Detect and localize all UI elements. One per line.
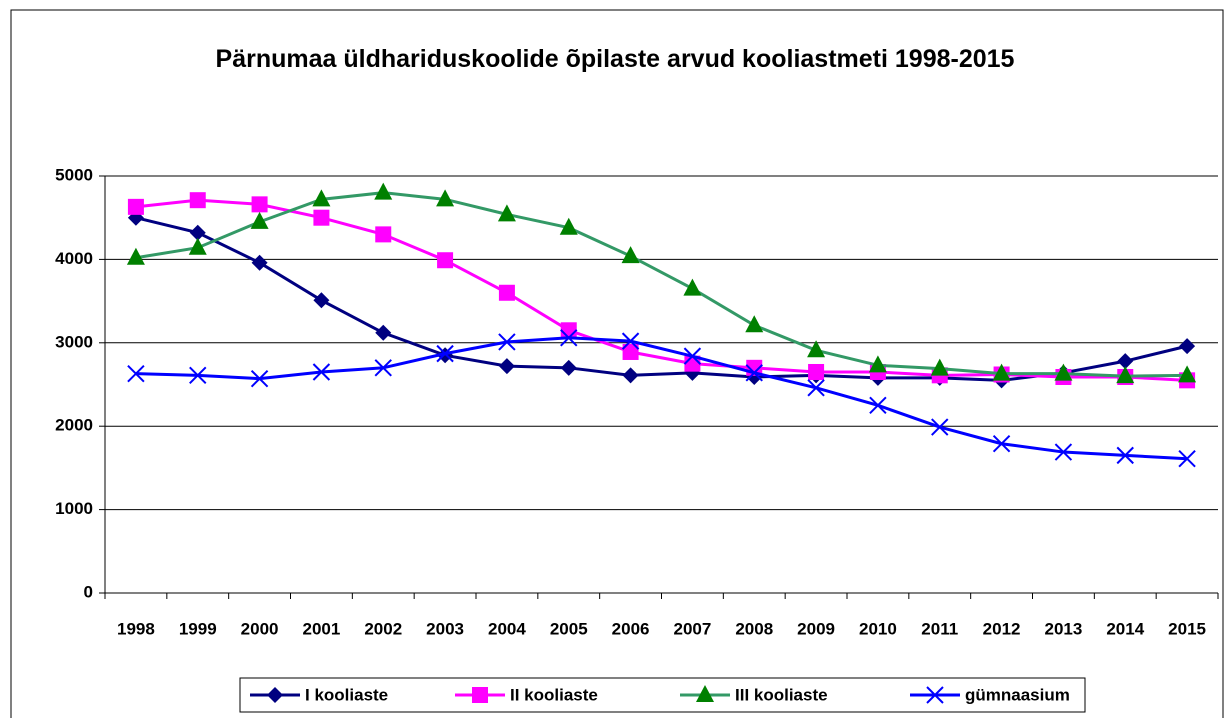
x-tick-label: 2000: [241, 619, 279, 638]
x-tick-label: 2002: [364, 619, 402, 638]
marker: [189, 366, 207, 385]
marker: [472, 687, 488, 703]
marker: [992, 435, 1011, 453]
x-tick-label: 2006: [612, 619, 650, 638]
marker: [251, 196, 268, 213]
series-line: [135, 216, 1188, 382]
marker: [437, 347, 454, 364]
marker: [1116, 446, 1134, 465]
marker: [560, 359, 577, 376]
marker: [498, 333, 516, 351]
marker: [189, 192, 206, 209]
chart-frame: [10, 9, 1224, 718]
y-tick-label: 1000: [55, 499, 93, 518]
marker: [374, 359, 392, 377]
legend-label: gümnaasium: [965, 685, 1070, 704]
marker: [745, 364, 763, 382]
x-tick-label: 1998: [117, 619, 155, 638]
marker: [267, 687, 283, 703]
marker: [498, 358, 515, 375]
legend-box: [239, 677, 1086, 713]
x-tick-label: 2005: [550, 619, 588, 638]
marker: [1178, 450, 1196, 468]
marker: [868, 355, 887, 373]
marker: [808, 363, 825, 380]
series-line: [135, 336, 1188, 461]
marker: [313, 292, 330, 309]
marker: [1116, 366, 1135, 384]
marker: [869, 396, 887, 415]
y-tick-label: 2000: [55, 416, 93, 435]
y-tick-label: 5000: [55, 165, 93, 184]
x-tick-label: 2003: [426, 619, 464, 638]
x-tick-label: 2015: [1168, 619, 1206, 638]
marker: [127, 364, 145, 383]
x-tick-label: 2007: [674, 619, 712, 638]
marker: [560, 329, 578, 347]
series-line: [135, 198, 1188, 382]
marker: [250, 369, 269, 388]
marker: [189, 224, 206, 241]
marker: [1178, 365, 1197, 383]
marker: [436, 344, 454, 363]
marker: [312, 363, 331, 381]
y-tick-label: 0: [84, 582, 93, 601]
marker: [621, 246, 640, 264]
marker: [127, 198, 144, 215]
x-tick-label: 2008: [735, 619, 773, 638]
marker: [992, 363, 1011, 381]
marker: [375, 324, 392, 341]
x-tick-label: 2012: [983, 619, 1021, 638]
legend-label: II kooliaste: [510, 685, 598, 704]
series-line: [135, 191, 1188, 378]
marker: [622, 343, 639, 360]
marker: [931, 418, 949, 436]
marker: [1117, 353, 1134, 370]
x-tick-label: 1999: [179, 619, 217, 638]
marker: [745, 315, 764, 333]
marker: [560, 322, 577, 339]
marker: [498, 284, 515, 301]
y-tick-label: 4000: [55, 249, 93, 268]
marker: [1054, 443, 1073, 461]
marker: [696, 685, 714, 702]
marker: [437, 252, 454, 269]
marker: [559, 217, 578, 235]
marker: [251, 254, 268, 271]
marker: [622, 367, 639, 384]
marker: [436, 189, 455, 207]
marker: [313, 209, 330, 226]
x-tick-label: 2010: [859, 619, 897, 638]
chart-title: Pärnumaa üldhariduskoolide õpilaste arvu…: [215, 45, 1015, 73]
marker: [621, 332, 640, 350]
marker: [807, 379, 825, 397]
marker: [1054, 363, 1073, 381]
legend-label: III kooliaste: [735, 685, 828, 704]
marker: [250, 211, 269, 229]
x-tick-label: 2011: [921, 619, 958, 638]
marker: [683, 278, 702, 296]
x-tick-label: 2014: [1106, 619, 1144, 638]
marker: [930, 358, 949, 376]
marker: [807, 340, 826, 358]
x-tick-label: 2004: [488, 619, 526, 638]
x-tick-label: 2009: [797, 619, 835, 638]
marker: [188, 237, 207, 255]
marker: [926, 686, 944, 704]
marker: [375, 226, 392, 243]
marker: [126, 247, 145, 265]
x-tick-label: 2013: [1045, 619, 1083, 638]
marker: [683, 347, 702, 365]
x-tick-label: 2001: [303, 619, 341, 638]
marker: [497, 204, 516, 222]
y-tick-label: 3000: [55, 332, 93, 351]
legend-label: I kooliaste: [305, 685, 388, 704]
marker: [1179, 338, 1196, 355]
marker: [312, 189, 331, 207]
marker: [374, 182, 393, 200]
